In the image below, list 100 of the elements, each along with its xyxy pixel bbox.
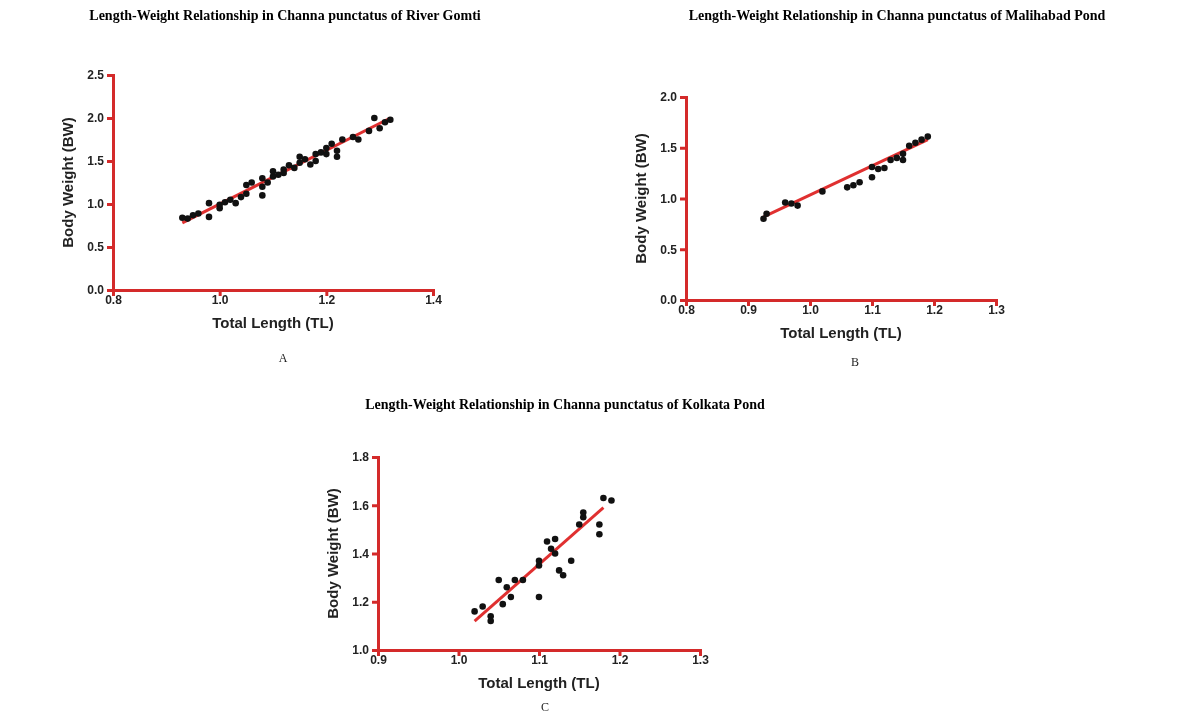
point	[856, 178, 863, 186]
x-axis-title: Total Length (TL)	[478, 674, 600, 691]
point	[794, 202, 801, 209]
point	[868, 163, 876, 171]
point	[479, 603, 486, 610]
point	[323, 150, 330, 158]
point	[881, 164, 888, 172]
point	[307, 161, 314, 168]
text: B	[850, 355, 860, 369]
point	[519, 576, 527, 584]
point	[507, 593, 515, 601]
point	[567, 557, 575, 565]
x-tick-label: 1.2	[611, 653, 629, 668]
point	[487, 617, 494, 625]
point	[819, 188, 826, 195]
x-tick-label: 1.1	[864, 303, 882, 318]
y-tick-label: 2.5	[87, 68, 105, 83]
point	[899, 156, 907, 164]
x-tick-label: 1.0	[450, 653, 468, 668]
point	[243, 190, 250, 197]
point	[887, 156, 894, 164]
y-tick-label: 2.0	[87, 111, 105, 126]
x-tick-label: 0.8	[105, 293, 123, 308]
y-tick-label: 1.0	[352, 643, 370, 658]
point	[227, 196, 234, 203]
chart-title: Length-Weight Relationship in Channa punctatus of Kolkata Pond	[365, 397, 765, 412]
x-tick-label: 0.8	[678, 303, 696, 318]
x-tick-label: 1.0	[211, 293, 229, 308]
y-tick-label: 1.4	[352, 546, 370, 561]
point	[221, 199, 229, 206]
point	[912, 139, 919, 146]
point	[559, 571, 567, 579]
point	[781, 199, 789, 206]
point	[596, 521, 603, 528]
x-tick-label: 1.3	[692, 653, 710, 668]
y-axis-title: Body Weight (BW)	[632, 133, 649, 264]
point	[323, 144, 330, 152]
point	[381, 119, 389, 126]
y-tick-label: 1.5	[660, 141, 678, 156]
point	[376, 125, 383, 132]
y-tick-label: 0.5	[660, 242, 678, 257]
y-tick-label: 1.0	[87, 197, 105, 212]
x-tick-label: 1.4	[425, 293, 443, 308]
x-tick-label: 1.0	[802, 303, 820, 318]
point	[511, 576, 519, 584]
point	[301, 156, 309, 163]
chart-title: Length-Weight Relationship in Channa punctatus of Malihabad Pond	[688, 8, 1106, 23]
x-tick-label: 1.1	[531, 653, 549, 668]
point	[547, 545, 555, 552]
x-tick-label: 1.2	[318, 293, 336, 308]
y-axis-title: Body Weight (BW)	[59, 117, 76, 248]
y-tick-label: 1.5	[87, 154, 105, 169]
point	[918, 136, 925, 143]
point	[874, 165, 882, 173]
point	[535, 557, 543, 565]
x-axis-title: Total Length (TL)	[780, 324, 902, 341]
point	[312, 150, 319, 158]
point	[205, 199, 213, 207]
point	[296, 159, 303, 166]
point	[850, 182, 857, 189]
text: A	[278, 351, 288, 365]
point	[555, 567, 563, 574]
y-tick-label: 1.8	[352, 450, 370, 465]
y-tick-label: 1.2	[352, 595, 370, 610]
point	[788, 200, 795, 207]
point	[312, 157, 319, 165]
point	[243, 181, 250, 189]
y-tick-label: 0.5	[87, 240, 105, 255]
point	[551, 550, 559, 557]
point	[924, 133, 932, 140]
point	[905, 142, 913, 149]
point	[280, 169, 287, 177]
y-tick-label: 2.0	[660, 90, 678, 105]
point	[543, 538, 551, 545]
point	[205, 213, 213, 221]
point	[600, 494, 607, 502]
point	[189, 211, 197, 219]
point	[296, 153, 303, 160]
point	[868, 173, 876, 181]
x-tick-label: 1.2	[926, 303, 944, 318]
x-tick-label: 0.9	[740, 303, 758, 318]
point	[349, 133, 357, 141]
point	[575, 521, 583, 528]
point	[371, 114, 378, 122]
point	[495, 576, 503, 584]
point	[232, 199, 239, 207]
y-tick-label: 1.6	[352, 498, 370, 513]
point	[333, 153, 341, 160]
text: C	[540, 700, 550, 714]
point	[535, 593, 543, 601]
y-axis-title: Body Weight (BW)	[324, 488, 341, 619]
point	[365, 127, 373, 135]
point	[291, 164, 298, 172]
point	[317, 149, 325, 156]
point	[503, 583, 511, 591]
y-tick-label: 1.0	[660, 191, 678, 206]
chart-title: Length-Weight Relationship in Channa punctatus of River Gomti	[89, 8, 481, 23]
point	[471, 608, 478, 615]
x-tick-label: 0.9	[370, 653, 388, 668]
point	[285, 162, 293, 169]
